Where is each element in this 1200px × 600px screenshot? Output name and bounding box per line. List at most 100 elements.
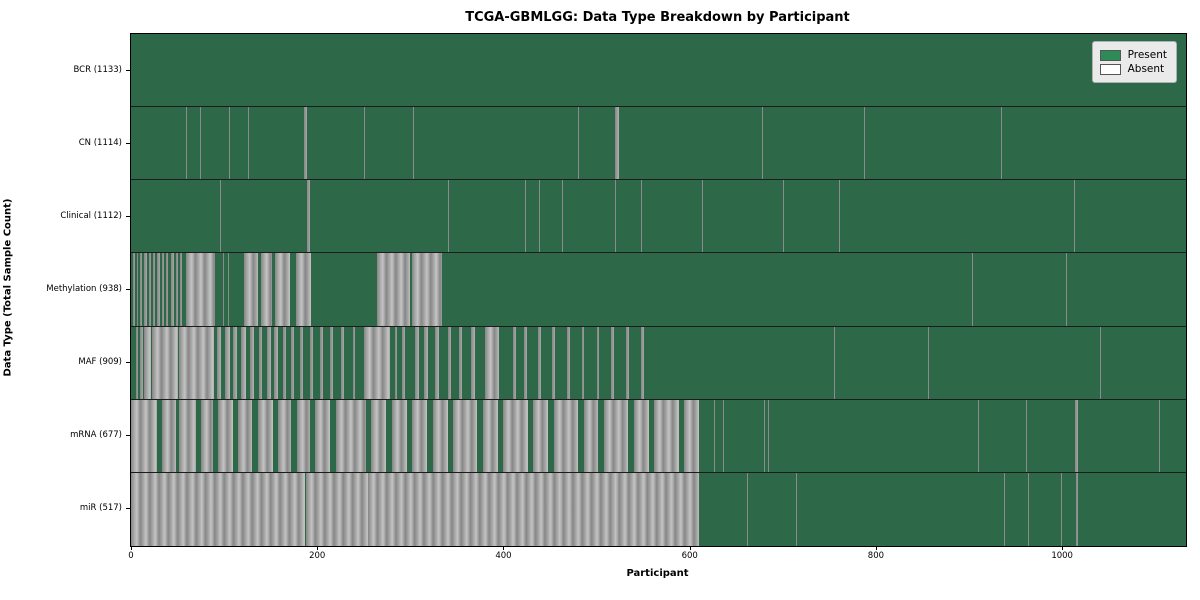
ytick-label-Methylation: Methylation (938) [46,284,122,294]
absent-segment [413,107,415,180]
absent-segment [470,326,475,399]
ytick-label-mRNA: mRNA (677) [70,430,122,441]
matrix-row-Clinical [131,180,1186,254]
absent-segment [352,326,356,399]
matrix-row-CN [131,107,1186,181]
absent-segment [140,326,144,399]
xtick-mark [131,546,132,550]
chart-title: TCGA-GBMLGG: Data Type Breakdown by Part… [465,10,850,25]
ytick-label-CN: CN (1114) [78,137,122,148]
absent-segment [223,253,225,326]
absent-segment [523,326,527,399]
absent-segment [144,326,151,399]
absent-segment [200,399,213,472]
absent-segment [1158,399,1160,472]
absent-segment [713,399,715,472]
absent-segment [512,326,516,399]
ytick-label-MAF: MAF (909) [78,357,122,368]
matrix-row-miR [131,472,1186,546]
absent-segment [551,326,555,399]
absent-segment [626,326,630,399]
absent-segment [684,399,699,472]
absent-segment [179,399,197,472]
absent-segment [581,326,585,399]
ytick-mark [126,69,130,71]
absent-segment [782,180,784,253]
absent-segment [315,399,331,472]
ytick-mark [126,362,130,364]
absent-segment [838,180,840,253]
absent-segment [300,326,304,399]
absent-segment [701,180,703,253]
absent-segment [285,180,287,253]
absent-segment [767,399,769,472]
absent-segment [179,326,214,399]
xtick-mark [1062,546,1064,550]
absent-segment [654,399,679,472]
absent-segment [180,253,183,326]
legend-present-swatch [1099,49,1121,61]
absent-segment [391,399,407,472]
absent-segment [185,107,187,180]
absent-segment [484,326,499,399]
absent-segment [274,326,279,399]
absent-segment [152,326,178,399]
absent-segment [258,326,263,399]
absent-segment [282,326,286,399]
absent-segment [633,399,649,472]
absent-segment [503,399,528,472]
absent-segment [566,326,570,399]
absent-segment [140,253,143,326]
ytick-mark [126,435,130,437]
xtick-mark [875,546,877,550]
absent-segment [978,399,980,472]
absent-segment [376,253,411,326]
absent-segment [834,326,835,399]
absent-segment [368,472,699,546]
absent-segment [1074,180,1076,253]
ytick-mark [126,142,130,144]
legend-present-label: Present [1127,49,1167,61]
absent-segment [185,253,215,326]
absent-segment [131,472,306,546]
absent-segment [1100,326,1102,399]
absent-segment [363,107,365,180]
absent-segment [611,326,615,399]
absent-segment [295,253,311,326]
absent-segment [216,326,222,399]
absent-segment [261,253,272,326]
ytick-label-Clinical: Clinical (1112) [60,210,122,221]
absent-segment [291,326,294,399]
absent-segment [1004,472,1006,546]
xtick-mark [503,546,505,550]
absent-segment [363,326,390,399]
absent-segment [227,253,229,326]
absent-segment [341,326,345,399]
legend-entry-present: Present [1099,49,1167,61]
absent-segment [762,107,764,180]
absent-segment [447,326,452,399]
absent-segment [537,326,541,399]
absent-segment [412,253,442,326]
absent-segment [257,399,273,472]
absent-segment [144,253,147,326]
absent-segment [641,326,645,399]
absent-segment [266,326,271,399]
absent-segment [135,326,139,399]
legend-absent-label: Absent [1127,63,1165,75]
absent-segment [217,399,234,472]
absent-segment [233,326,238,399]
absent-segment [583,399,599,472]
absent-segment [278,399,292,472]
plot-area: Present Absent [130,33,1187,547]
absent-segment [166,253,169,326]
xtick-mark [689,546,691,550]
absent-segment [928,326,929,399]
absent-segment [1061,472,1063,546]
legend: Present Absent [1091,41,1177,83]
xtick-label-1000: 1000 [1051,551,1073,561]
absent-segment [453,399,478,472]
absent-segment [764,399,766,472]
absent-segment [394,326,398,399]
